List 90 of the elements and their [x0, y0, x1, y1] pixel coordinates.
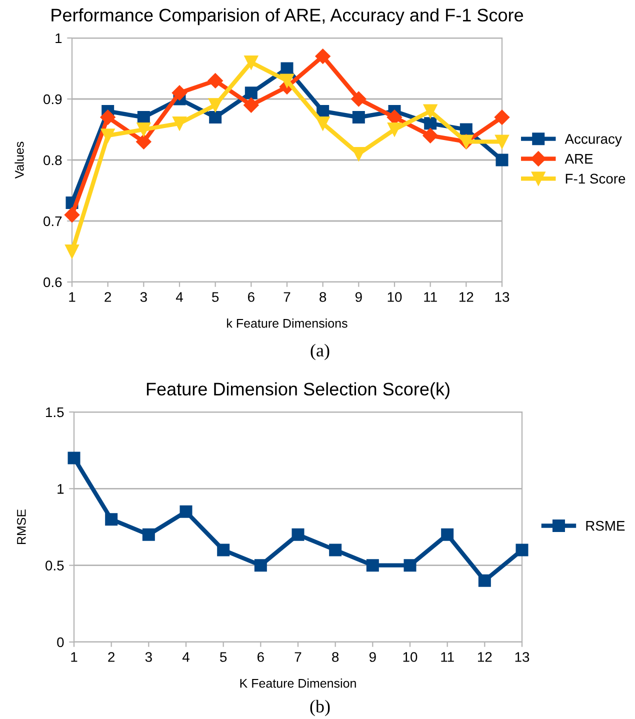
point [105, 513, 118, 526]
x-tick-label: 8 [320, 292, 326, 302]
point [244, 86, 258, 100]
point [100, 110, 116, 125]
x-tick-label: 4 [182, 652, 190, 662]
x-tick-label: 9 [369, 652, 376, 662]
point [460, 123, 472, 136]
point [209, 111, 222, 124]
point [292, 528, 304, 541]
y-tick-label: 0.7 [44, 216, 62, 226]
point [208, 98, 222, 112]
point [494, 110, 510, 125]
point [352, 111, 365, 124]
x-tick-label: 13 [495, 292, 510, 302]
y-tick-label: 0.8 [44, 155, 62, 166]
x-axis-title: K Feature Dimension [240, 678, 356, 688]
point [422, 128, 438, 144]
x-tick-label: 2 [108, 652, 114, 662]
y-axis-title: Values [14, 142, 24, 179]
x-tick-label: 12 [460, 292, 474, 302]
point [280, 62, 294, 75]
point [172, 116, 186, 130]
legend-label: F-1 Score [566, 174, 626, 184]
point [478, 574, 491, 587]
y-tick-label: 0.9 [44, 94, 62, 104]
point [496, 154, 508, 166]
x-tick-label: 8 [332, 652, 339, 662]
point [137, 111, 150, 124]
point [441, 528, 454, 541]
text: (a) [310, 344, 330, 360]
point [136, 122, 151, 136]
x-tick-label: 7 [294, 652, 302, 662]
point [329, 544, 342, 556]
point [244, 98, 259, 113]
x-tick-label: 7 [284, 292, 290, 302]
point [495, 134, 509, 149]
y-tick-label: 1 [56, 33, 62, 44]
point [315, 48, 330, 64]
x-tick-label: 3 [145, 652, 152, 662]
y-tick-label: 1.5 [46, 407, 64, 418]
point [516, 544, 528, 556]
legend-label: ARE [564, 154, 593, 164]
point [254, 559, 267, 572]
point [217, 544, 230, 556]
x-tick-label: 4 [176, 292, 183, 302]
x-tick-label: 11 [441, 652, 454, 662]
x-tick-label: 6 [248, 292, 254, 302]
chart-title: Performance Comparision of ARE, Accuracy and F-1 Score [52, 8, 524, 26]
x-tick-label: 11 [424, 292, 437, 302]
point [180, 505, 192, 518]
legend-label: RSME [586, 520, 625, 531]
point [424, 117, 437, 130]
point [64, 207, 80, 222]
y-axis-title: RMSE [16, 509, 26, 544]
point [142, 528, 155, 541]
x-tick-label: 5 [220, 652, 227, 662]
x-tick-label: 12 [478, 652, 492, 662]
point [172, 85, 188, 100]
y-tick-label: 1 [58, 484, 64, 494]
point [423, 104, 438, 118]
y-tick-label: 0.6 [44, 277, 62, 288]
x-tick-label: 13 [515, 652, 530, 662]
y-tick-label: 0 [57, 637, 64, 648]
point [208, 73, 223, 88]
legend-label: Accuracy [564, 134, 622, 147]
point [280, 74, 294, 88]
point [388, 122, 402, 136]
point [136, 134, 152, 150]
text: (b) [310, 700, 330, 716]
point [366, 559, 379, 572]
point [244, 55, 258, 70]
y-tick-label: 0.5 [46, 560, 64, 571]
point [352, 146, 366, 161]
x-tick-label: 3 [140, 292, 147, 302]
x-tick-label: 9 [355, 292, 362, 302]
x-axis-title: k Feature Dimensions [227, 318, 348, 328]
x-tick-label: 2 [104, 292, 111, 302]
x-tick-label: 10 [388, 292, 402, 302]
point [404, 559, 416, 572]
x-tick-label: 1 [71, 652, 78, 662]
point [68, 452, 80, 464]
point [316, 116, 330, 130]
point [351, 91, 366, 107]
chart-title: Feature Dimension Selection Score(k) [146, 382, 450, 400]
x-tick-label: 1 [69, 292, 76, 302]
x-tick-label: 10 [403, 652, 418, 662]
point [65, 244, 79, 258]
point [100, 128, 115, 143]
x-tick-label: 5 [212, 292, 219, 302]
x-tick-label: 6 [258, 652, 264, 662]
